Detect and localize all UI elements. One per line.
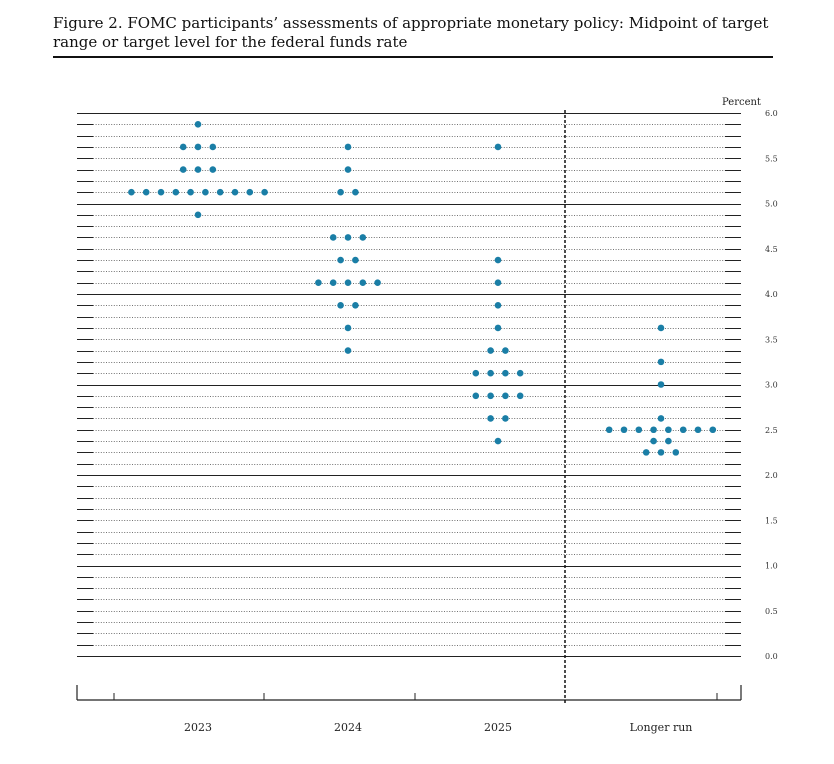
dot-marker <box>187 188 194 196</box>
y-tick-label: 6.0 <box>765 109 778 118</box>
dot-marker <box>672 449 680 456</box>
dot-marker <box>172 188 180 196</box>
dot-marker <box>194 143 202 151</box>
dot-marker <box>502 392 509 400</box>
dot-marker <box>194 211 202 219</box>
dot-marker <box>605 426 613 434</box>
dot-marker <box>665 437 672 445</box>
x-category-label: Longer run <box>630 721 693 734</box>
dot-marker <box>657 324 665 332</box>
y-tick-label: 0.5 <box>765 607 778 616</box>
y-tick-label: 2.5 <box>765 426 778 435</box>
y-tick-label: 3.0 <box>765 381 778 390</box>
y-tick-label: 4.0 <box>765 290 778 299</box>
x-category-label: 2025 <box>484 721 512 734</box>
dot-marker <box>261 188 268 196</box>
y-axis-unit-label: Percent <box>722 97 761 108</box>
dot-marker <box>657 381 665 388</box>
dot-marker <box>494 256 502 264</box>
y-tick-label: 1.5 <box>765 516 778 525</box>
dot-marker <box>494 324 502 332</box>
y-axis-ticks: 0.0 0.5 1.0 1.5 2.0 2.5 3.0 3.5 4.0 4.5 5.0 5.5 6.0 <box>765 109 778 661</box>
dot-marker <box>494 437 502 445</box>
dot-marker <box>494 143 502 151</box>
figure-title: Figure 2. FOMC participants’ assessments… <box>53 14 769 51</box>
dot-marker <box>665 426 672 434</box>
dot-marker <box>337 188 344 196</box>
dot-marker <box>128 188 135 196</box>
dot-marker <box>352 188 359 196</box>
dot-marker <box>352 302 359 309</box>
dot-marker <box>635 426 643 434</box>
x-category-label: 2024 <box>334 721 362 734</box>
dot-marker <box>231 188 239 196</box>
x-axis-categories: 2023 2024 2025 Longer run <box>184 721 692 734</box>
y-tick-label: 4.5 <box>765 245 778 254</box>
dot-marker <box>472 369 480 377</box>
dots-layer <box>128 121 717 456</box>
x-category-label: 2023 <box>184 721 212 734</box>
dot-marker <box>344 324 352 332</box>
dot-marker <box>679 426 687 434</box>
dot-marker <box>209 143 217 151</box>
dot-marker <box>337 256 344 264</box>
dot-marker <box>709 426 717 434</box>
dot-marker <box>329 234 337 241</box>
dot-marker <box>344 279 352 286</box>
dot-marker <box>487 347 494 354</box>
dot-marker <box>209 166 217 173</box>
dot-marker <box>494 302 502 309</box>
dot-marker <box>642 449 650 456</box>
y-tick-label: 0.0 <box>765 652 778 661</box>
dot-marker <box>650 437 657 445</box>
dot-marker <box>657 358 665 366</box>
dot-marker <box>179 143 187 151</box>
dot-marker <box>359 279 367 286</box>
dot-marker <box>694 426 702 434</box>
dot-marker <box>344 234 352 241</box>
dot-marker <box>516 369 524 377</box>
dot-marker <box>374 279 381 286</box>
dot-marker <box>502 369 509 377</box>
y-tick-label: 5.0 <box>765 200 778 209</box>
dot-marker <box>329 279 337 286</box>
y-tick-label: 1.0 <box>765 562 778 571</box>
dot-marker <box>216 188 224 196</box>
dot-marker <box>494 279 502 286</box>
y-tick-label: 5.5 <box>765 154 778 163</box>
dot-marker <box>142 188 150 196</box>
dot-marker <box>620 426 628 434</box>
title-rule <box>53 56 773 58</box>
dot-marker <box>246 188 254 196</box>
dot-marker <box>352 256 359 264</box>
dot-marker <box>337 302 344 309</box>
dot-marker <box>487 392 494 400</box>
dot-marker <box>502 347 509 354</box>
dot-marker <box>194 121 202 128</box>
dot-marker <box>650 426 657 434</box>
dot-marker <box>516 392 524 400</box>
grid-lines <box>77 112 741 658</box>
dot-marker <box>344 166 352 173</box>
y-tick-label: 2.0 <box>765 471 778 480</box>
dot-marker <box>344 143 352 151</box>
dot-marker <box>359 234 367 241</box>
dot-marker <box>179 166 187 173</box>
dot-marker <box>502 415 509 422</box>
dot-marker <box>472 392 480 400</box>
y-tick-label: 3.5 <box>765 335 778 344</box>
dot-marker <box>194 166 202 173</box>
dot-marker <box>487 415 494 422</box>
dot-marker <box>657 449 665 456</box>
dot-marker <box>157 188 165 196</box>
x-axis <box>76 685 742 701</box>
dot-marker <box>344 347 352 354</box>
dot-marker <box>315 279 322 286</box>
dot-marker <box>487 369 494 377</box>
dot-marker <box>202 188 209 196</box>
dot-marker <box>657 415 665 422</box>
